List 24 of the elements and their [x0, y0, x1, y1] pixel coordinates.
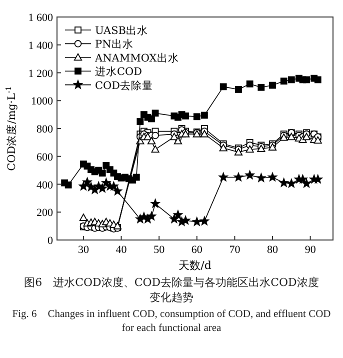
x-tick-label: 40 — [116, 244, 128, 256]
x-tick-label: 90 — [304, 244, 316, 256]
x-tick-label: 60 — [191, 244, 203, 256]
x-axis-title: 天数/d — [178, 259, 212, 272]
x-tick-label: 80 — [267, 244, 279, 256]
text: Fig. 6 Changes in influent COD, consumption of COD, and effluent COD for each functional area — [11, 308, 332, 336]
y-tick-label: 1 400 — [28, 40, 54, 52]
y-tick-label: 1 200 — [28, 68, 54, 80]
legend-label: PN出水 — [95, 38, 134, 51]
legend-label: 进水COD — [95, 65, 142, 78]
legend-label: ANAMMOX出水 — [94, 51, 179, 64]
y-tick-label: 800 — [36, 124, 54, 136]
legend-label: UASB出水 — [95, 24, 148, 37]
y-tick-label: 1 600 — [28, 12, 54, 24]
y-tick-label: 200 — [36, 207, 54, 220]
y-tick-label: 400 — [36, 179, 54, 192]
x-tick-label: 30 — [78, 244, 90, 256]
x-tick-label: 50 — [154, 244, 166, 256]
y-tick-label: 600 — [36, 151, 54, 164]
legend-label: COD去除量 — [95, 78, 154, 92]
y-tick-label: 0 — [48, 235, 54, 247]
y-tick-label: 1000 — [31, 96, 54, 108]
text: 图6 进水COD浓度、COD去除量与各功能区出水COD浓度变化趋势 — [23, 275, 320, 305]
x-tick-label: 70 — [229, 244, 241, 256]
